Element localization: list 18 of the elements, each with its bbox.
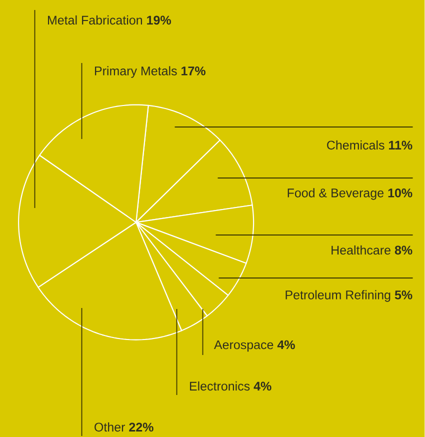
data-label: 4% bbox=[277, 340, 296, 350]
slice-label: Petroleum Refining bbox=[286, 290, 390, 302]
data-label: 10% bbox=[388, 188, 412, 198]
data-label: 11% bbox=[389, 140, 412, 150]
slice-label: Electronics bbox=[190, 381, 250, 391]
slice-label: Aerospace bbox=[214, 340, 274, 352]
slice-label: Healthcare bbox=[332, 245, 391, 255]
data-label: 5% bbox=[394, 290, 412, 300]
data-label: 19% bbox=[147, 16, 172, 25]
data-label: 17% bbox=[182, 66, 206, 76]
data-label: 4% bbox=[254, 382, 272, 391]
slice-label: Metal Fabrication bbox=[48, 15, 142, 25]
slice-label: Food & Beverage bbox=[288, 188, 384, 200]
data-label: 22% bbox=[129, 422, 154, 432]
data-label: 8% bbox=[395, 246, 412, 255]
slice-label: Other bbox=[94, 422, 126, 432]
slice-label: Chemicals bbox=[327, 140, 384, 150]
slice-label: Primary Metals bbox=[95, 66, 177, 78]
